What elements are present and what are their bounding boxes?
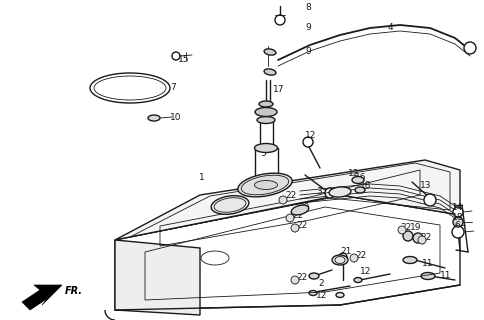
Circle shape (339, 253, 347, 261)
Text: 7: 7 (170, 84, 176, 92)
Circle shape (398, 226, 406, 234)
Ellipse shape (264, 49, 276, 55)
Ellipse shape (355, 187, 365, 193)
Polygon shape (115, 160, 460, 240)
Circle shape (350, 254, 358, 262)
Ellipse shape (257, 116, 275, 124)
Circle shape (172, 52, 180, 60)
Circle shape (413, 233, 423, 243)
Circle shape (453, 207, 463, 217)
Polygon shape (115, 195, 460, 310)
Text: 22: 22 (420, 234, 431, 243)
Circle shape (452, 226, 464, 238)
Polygon shape (115, 240, 200, 315)
Text: 19: 19 (410, 223, 422, 233)
Ellipse shape (255, 143, 277, 153)
Text: 1: 1 (199, 173, 205, 182)
Ellipse shape (403, 257, 417, 263)
Ellipse shape (332, 255, 348, 265)
Text: 22: 22 (296, 220, 307, 229)
Ellipse shape (148, 115, 160, 121)
Ellipse shape (309, 291, 317, 295)
Ellipse shape (255, 180, 277, 189)
Circle shape (279, 196, 287, 204)
Text: FR.: FR. (65, 286, 83, 296)
Ellipse shape (329, 187, 351, 197)
Text: 4: 4 (388, 23, 393, 33)
Text: 12: 12 (316, 291, 327, 300)
Ellipse shape (257, 145, 275, 151)
Text: 11: 11 (422, 260, 434, 268)
Ellipse shape (421, 273, 435, 279)
Text: 22: 22 (292, 211, 303, 220)
Ellipse shape (354, 277, 362, 283)
Text: 20: 20 (298, 204, 309, 212)
Ellipse shape (291, 205, 309, 215)
Ellipse shape (201, 251, 229, 265)
Circle shape (325, 188, 335, 198)
Circle shape (418, 236, 426, 244)
Text: 17: 17 (273, 85, 285, 94)
Text: 15: 15 (178, 55, 190, 65)
Circle shape (464, 42, 476, 54)
Text: 10: 10 (170, 114, 182, 123)
Text: 6: 6 (454, 221, 460, 230)
Circle shape (403, 231, 413, 241)
Text: 11: 11 (440, 271, 452, 281)
Text: 14: 14 (452, 204, 463, 212)
Text: 21: 21 (340, 247, 351, 257)
Circle shape (453, 217, 463, 227)
Text: 9: 9 (305, 47, 311, 57)
Circle shape (291, 276, 299, 284)
Text: 18: 18 (452, 213, 464, 222)
Text: 22: 22 (285, 191, 296, 201)
Ellipse shape (309, 273, 319, 279)
Text: 16: 16 (355, 173, 366, 182)
Circle shape (291, 224, 299, 232)
Text: 12: 12 (348, 170, 360, 179)
Circle shape (303, 137, 313, 147)
Ellipse shape (90, 73, 170, 103)
Text: 8: 8 (305, 4, 311, 12)
Text: 3: 3 (316, 188, 322, 196)
Text: 5: 5 (260, 148, 266, 157)
Circle shape (275, 15, 285, 25)
Text: 22: 22 (355, 251, 366, 260)
Ellipse shape (352, 177, 364, 183)
Text: 22: 22 (296, 274, 307, 283)
Ellipse shape (336, 292, 344, 298)
Ellipse shape (211, 196, 249, 214)
Text: 9: 9 (305, 23, 311, 33)
Text: 2: 2 (318, 278, 324, 287)
Text: 13: 13 (420, 181, 432, 190)
Ellipse shape (255, 108, 277, 116)
Text: 12: 12 (305, 131, 317, 140)
Circle shape (424, 194, 436, 206)
Text: 18: 18 (360, 181, 372, 190)
Text: 22: 22 (400, 223, 411, 233)
Ellipse shape (264, 69, 276, 75)
Circle shape (286, 214, 294, 222)
Text: 12: 12 (360, 268, 371, 276)
Ellipse shape (238, 173, 292, 197)
Polygon shape (22, 285, 62, 310)
Ellipse shape (259, 101, 273, 107)
